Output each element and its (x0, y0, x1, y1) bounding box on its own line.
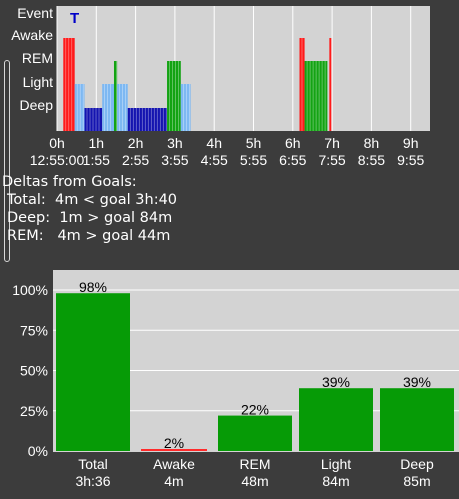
hour-label: 9h (403, 135, 419, 151)
category-sublabel: 84m (322, 473, 349, 489)
y-tick-label: 100% (12, 282, 48, 298)
hypnogram-segment-rem (113, 61, 118, 131)
goal-value-label: 39% (322, 374, 350, 390)
stage-label-event: Event (17, 5, 53, 21)
category-label: Total (78, 456, 108, 472)
hypnogram-segment-deep (84, 108, 103, 131)
clock-label: 8:55 (358, 152, 385, 168)
goal-bar-light (299, 388, 373, 451)
clock-label: 9:55 (397, 152, 424, 168)
delta-deep: Deep: 1m > goal 84m (7, 210, 173, 226)
goal-bar-deep (380, 388, 454, 451)
goal-bar-awake (141, 449, 207, 451)
category-label: Awake (153, 456, 195, 472)
hour-label: 0h (49, 135, 65, 151)
hypnogram-chart: Event Awake REM Light Deep 0h 1h 2h 3h 4h 5h 6h 7h 8… (11, 5, 430, 168)
clock-label: 2:55 (122, 152, 149, 168)
hour-label: 6h (285, 135, 301, 151)
category-label: REM (239, 456, 270, 472)
y-tick-label: 0% (28, 443, 48, 459)
category-label: Light (321, 456, 351, 472)
hypnogram-segment-light (180, 84, 191, 131)
category-sublabel: 4m (164, 473, 183, 489)
deltas-from-goals: Deltas from Goals: Total: 4m < goal 3h:4… (2, 173, 177, 245)
clock-label: 3:55 (161, 152, 188, 168)
goal-bar-total (56, 293, 130, 451)
clock-label: 6:55 (279, 152, 306, 168)
category-label: Deep (400, 456, 434, 472)
hypnogram-segment-awake (63, 38, 75, 131)
clock-label: 7:55 (318, 152, 345, 168)
hour-label: 1h (89, 135, 105, 151)
hypnogram-segment-rem (167, 61, 181, 131)
stage-label-awake: Awake (11, 27, 53, 43)
clock-label: 1:55 (83, 152, 110, 168)
y-tick-label: 50% (20, 363, 48, 379)
hypnogram-segment-rem (304, 61, 328, 131)
scrollbar[interactable] (4, 60, 10, 262)
goal-value-label: 2% (164, 435, 184, 451)
hypnogram-segment-light (117, 84, 128, 131)
y-tick-label: 25% (20, 403, 48, 419)
hour-label: 5h (246, 135, 262, 151)
clock-label: 12:55:00 (30, 152, 85, 168)
delta-total: Total: 4m < goal 3h:40 (7, 192, 178, 208)
y-tick-label: 75% (20, 322, 48, 338)
hypnogram-segment-awake (329, 38, 332, 131)
stage-label-rem: REM (22, 50, 53, 66)
stage-label-deep: Deep (20, 97, 54, 113)
hypnogram-segment-awake (299, 38, 305, 131)
delta-rem: REM: 4m > goal 44m (7, 228, 171, 244)
category-sublabel: 3h:36 (75, 473, 110, 489)
category-sublabel: 48m (241, 473, 268, 489)
clock-label: 5:55 (240, 152, 267, 168)
hypnogram-segment-light (74, 84, 85, 131)
hour-label: 2h (128, 135, 144, 151)
marker-label: T (70, 10, 79, 27)
clock-label: 4:55 (201, 152, 228, 168)
goal-value-label: 98% (79, 279, 107, 295)
goal-value-label: 39% (403, 374, 431, 390)
stage-label-light: Light (23, 74, 53, 90)
hour-label: 8h (364, 135, 380, 151)
goal-bar-rem (218, 415, 292, 451)
goal-value-label: 22% (241, 402, 269, 418)
hypnogram-segment-light (102, 84, 114, 131)
hour-label: 3h (167, 135, 183, 151)
hour-label: 4h (206, 135, 222, 151)
deltas-heading: Deltas from Goals: (2, 174, 137, 190)
hour-label: 7h (324, 135, 340, 151)
hypnogram-segment-deep (127, 108, 168, 131)
category-sublabel: 85m (403, 473, 430, 489)
